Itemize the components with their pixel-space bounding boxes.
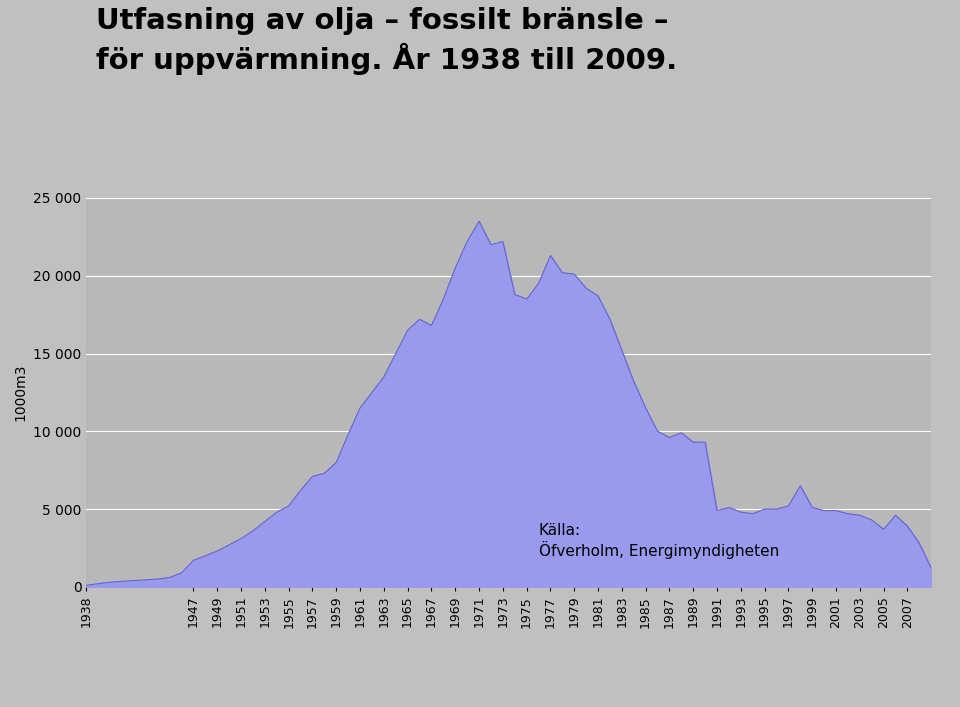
Y-axis label: 1000m3: 1000m3: [13, 363, 28, 421]
Text: Utfasning av olja – fossilt bränsle –
för uppvärmning. År 1938 till 2009.: Utfasning av olja – fossilt bränsle – fö…: [96, 7, 677, 75]
Text: Källa:
Öfverholm, Energimyndigheten: Källa: Öfverholm, Energimyndigheten: [539, 522, 779, 559]
